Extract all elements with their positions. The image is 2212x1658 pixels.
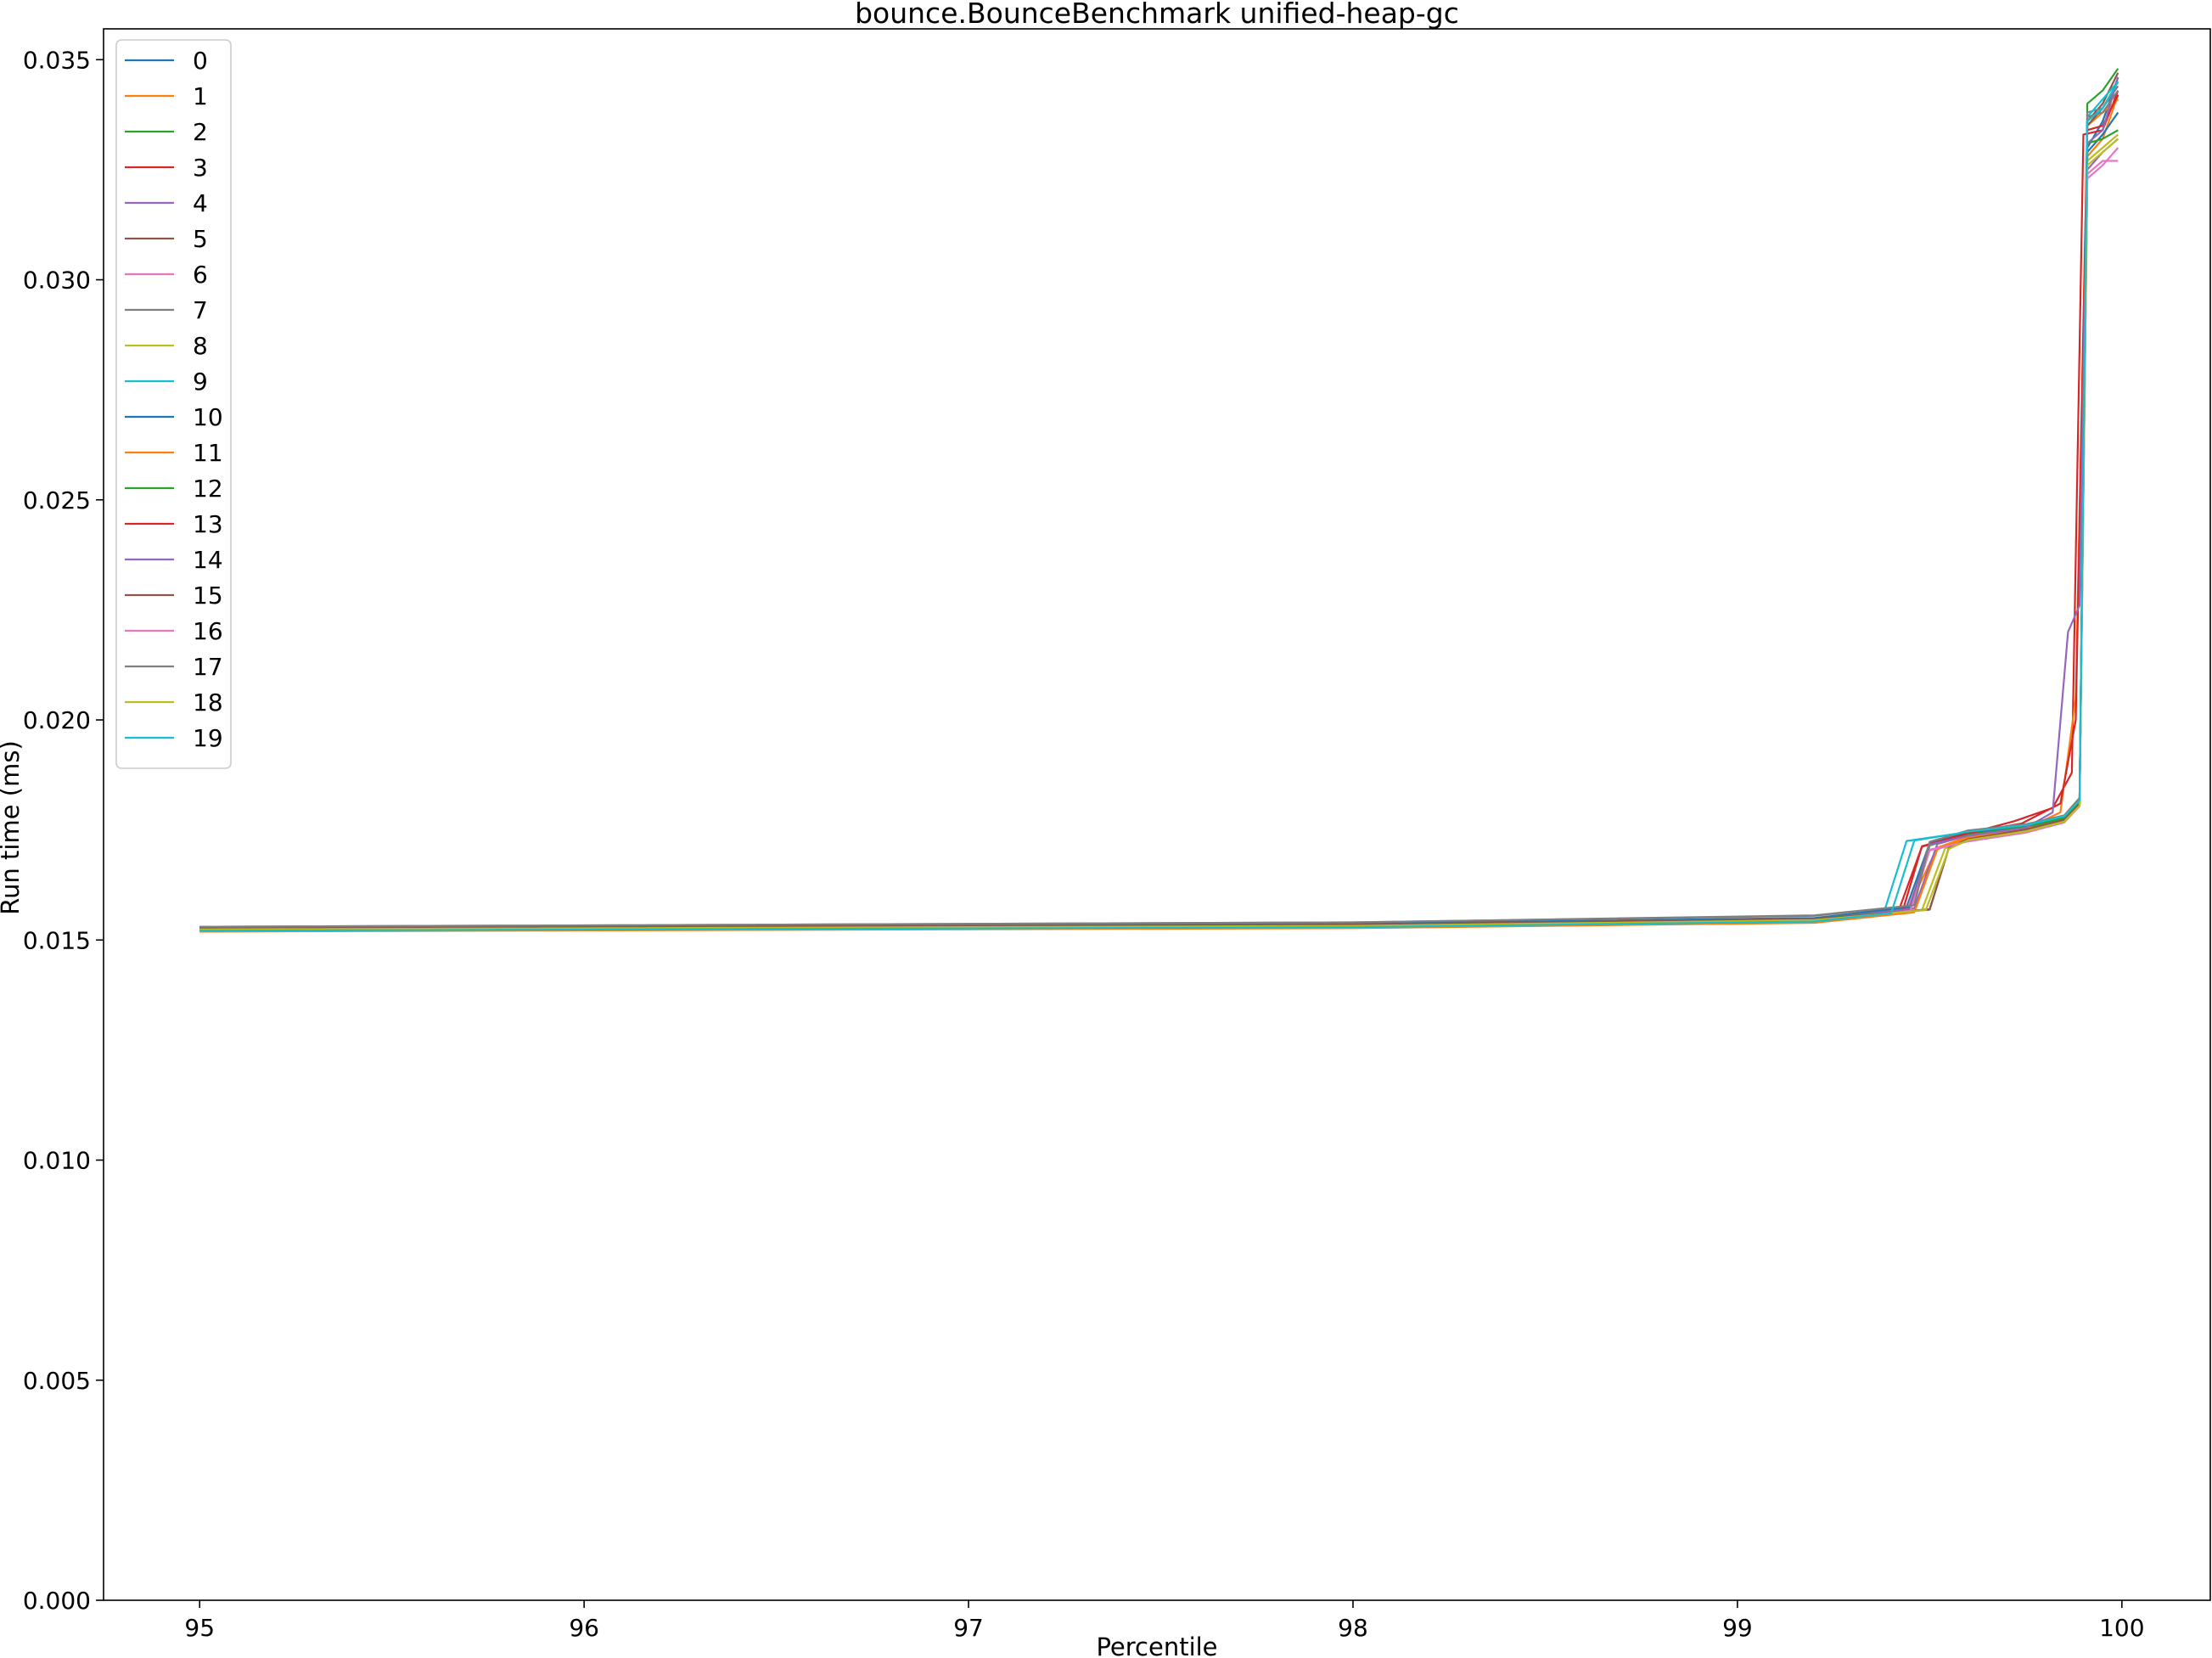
series-line-10 — [199, 111, 2119, 929]
legend-label-16: 16 — [193, 617, 223, 645]
legend-label-17: 17 — [193, 653, 223, 681]
x-tick-label: 100 — [2099, 1614, 2144, 1642]
x-tick-label: 97 — [953, 1614, 984, 1642]
series-line-7 — [199, 85, 2119, 928]
legend-label-7: 7 — [193, 296, 208, 324]
plot-area-frame — [103, 28, 2211, 1601]
legend-label-14: 14 — [193, 546, 223, 574]
legend-label-5: 5 — [193, 225, 208, 253]
series-line-15 — [199, 81, 2119, 930]
legend-label-9: 9 — [193, 368, 208, 396]
series-line-6 — [199, 147, 2119, 931]
legend-label-4: 4 — [193, 189, 208, 217]
legend-label-6: 6 — [193, 261, 208, 289]
y-tick-label: 0.020 — [23, 706, 91, 734]
y-axis-title: Run time (ms) — [0, 740, 25, 915]
series-line-5 — [199, 72, 2119, 930]
series-line-0 — [199, 76, 2119, 929]
legend-label-11: 11 — [193, 439, 223, 467]
x-axis: 95 96 97 98 99 100 — [184, 1600, 2145, 1642]
legend-label-0: 0 — [193, 47, 208, 75]
legend-label-8: 8 — [193, 332, 208, 360]
legend-label-10: 10 — [193, 403, 223, 431]
series-line-14 — [199, 76, 2119, 930]
legend-label-3: 3 — [193, 154, 208, 182]
y-tick-label: 0.015 — [23, 926, 91, 954]
series-line-3 — [199, 90, 2119, 931]
series-line-16 — [199, 160, 2119, 931]
legend-label-1: 1 — [193, 82, 208, 110]
y-tick-label: 0.035 — [23, 46, 91, 74]
x-tick-label: 95 — [184, 1614, 215, 1642]
x-tick-label: 96 — [569, 1614, 599, 1642]
series-line-8 — [199, 133, 2119, 930]
legend-label-19: 19 — [193, 724, 223, 752]
x-tick-label: 99 — [1722, 1614, 1753, 1642]
y-tick-label: 0.025 — [23, 486, 91, 514]
series-line-9 — [199, 81, 2119, 932]
series-lines — [199, 68, 2119, 933]
x-axis-title: Percentile — [1096, 1633, 1217, 1658]
series-line-1 — [199, 94, 2119, 932]
legend-label-2: 2 — [193, 118, 208, 146]
y-axis: 0.000 0.005 0.010 0.015 0.020 0.025 0.030 0.035 — [23, 46, 104, 1615]
series-line-19 — [199, 81, 2119, 932]
series-line-11 — [199, 98, 2119, 933]
series-line-17 — [199, 89, 2119, 928]
legend-box — [115, 39, 232, 769]
y-tick-label: 0.030 — [23, 267, 91, 295]
legend-label-18: 18 — [193, 688, 223, 717]
chart-title: bounce.BounceBenchmark unified-heap-gc — [855, 0, 1459, 30]
x-tick-label: 98 — [1338, 1614, 1368, 1642]
y-tick-label: 0.010 — [23, 1147, 91, 1175]
legend-label-12: 12 — [193, 475, 223, 503]
series-line-12 — [199, 129, 2119, 930]
y-tick-label: 0.005 — [23, 1367, 91, 1395]
series-line-2 — [199, 68, 2119, 930]
series-line-18 — [199, 138, 2119, 930]
legend-label-13: 13 — [193, 510, 223, 538]
y-tick-label: 0.000 — [23, 1587, 91, 1615]
series-line-4 — [199, 138, 2119, 930]
series-line-13 — [199, 94, 2119, 931]
legend-label-15: 15 — [193, 582, 223, 610]
